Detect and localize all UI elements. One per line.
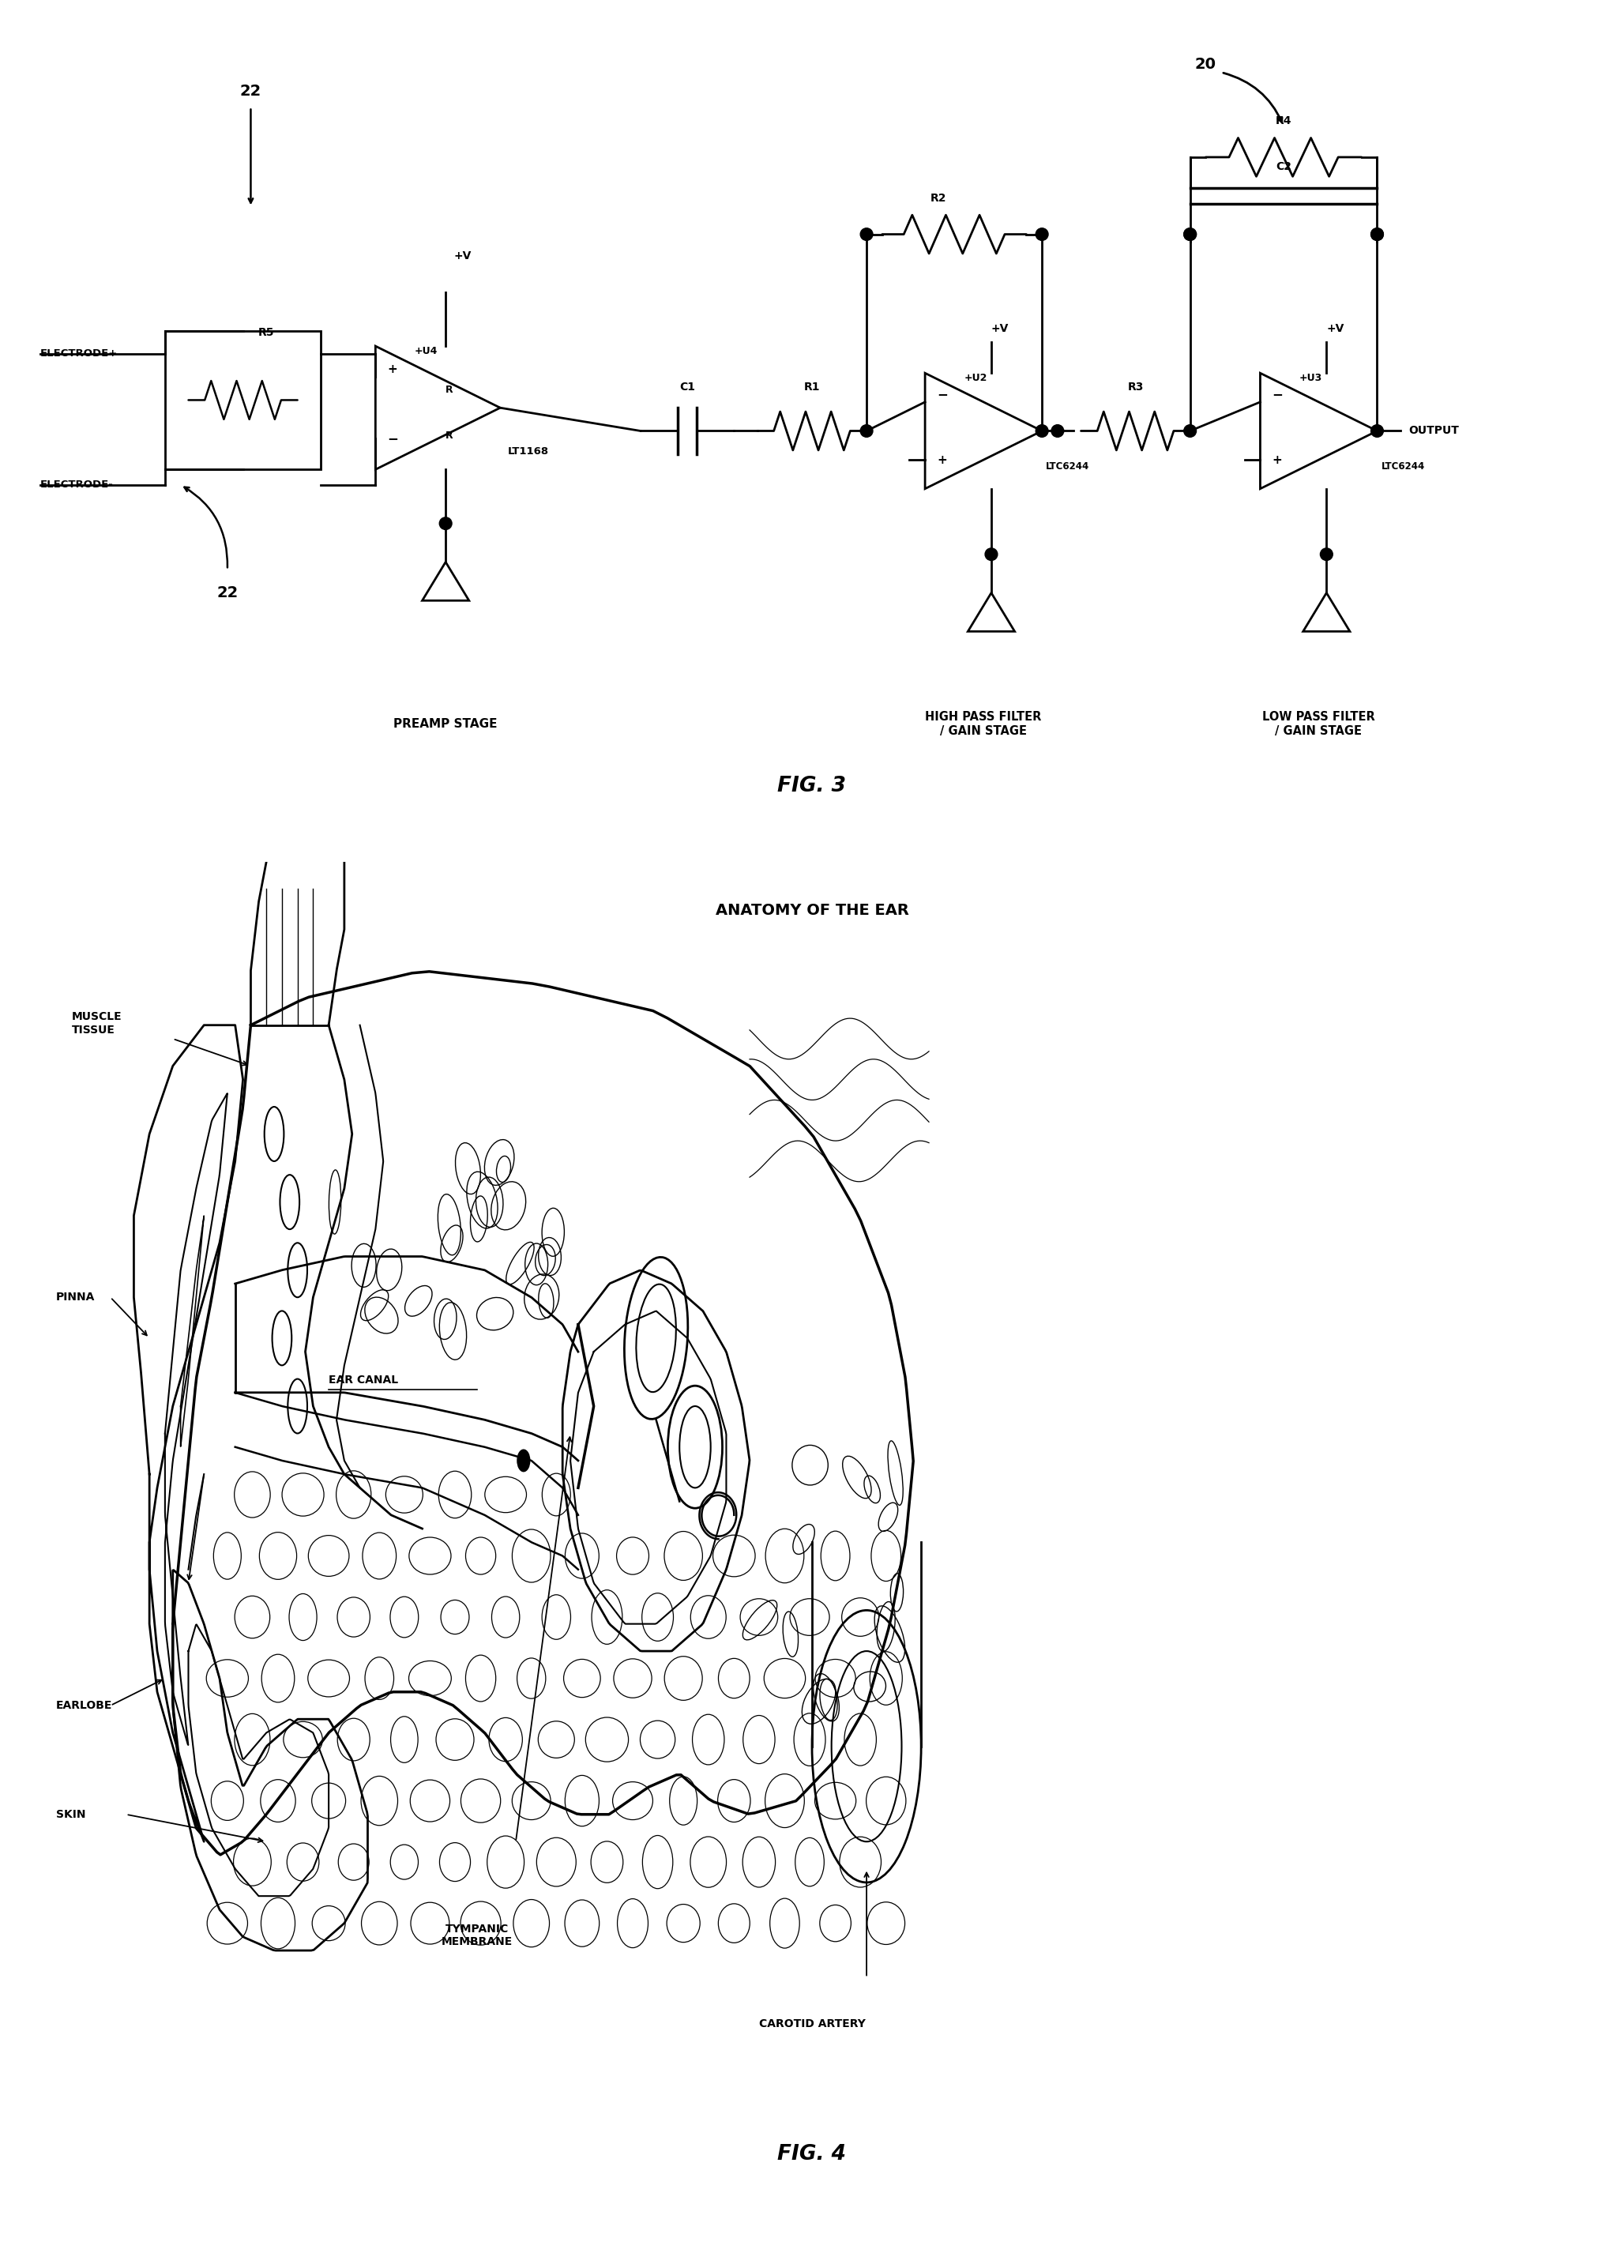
Text: R3: R3 [1127, 381, 1143, 392]
Circle shape [1371, 229, 1384, 240]
Circle shape [518, 1449, 529, 1472]
Circle shape [1051, 424, 1064, 438]
Circle shape [1184, 229, 1197, 240]
Circle shape [1184, 424, 1197, 438]
Circle shape [1036, 424, 1047, 438]
Text: CAROTID ARTERY: CAROTID ARTERY [758, 2019, 866, 2030]
Text: +U3: +U3 [1299, 372, 1322, 383]
Text: EAR CANAL: EAR CANAL [328, 1374, 398, 1386]
Text: LOW PASS FILTER
/ GAIN STAGE: LOW PASS FILTER / GAIN STAGE [1262, 712, 1376, 737]
Circle shape [1320, 549, 1333, 560]
Text: ELECTRODE+: ELECTRODE+ [41, 349, 119, 358]
Text: 22: 22 [240, 84, 261, 100]
Text: MUSCLE
TISSUE: MUSCLE TISSUE [71, 1012, 122, 1036]
Text: +V: +V [991, 324, 1009, 333]
Circle shape [986, 549, 997, 560]
Text: LT1168: LT1168 [508, 447, 549, 456]
Text: +: + [937, 454, 947, 465]
Text: OUTPUT: OUTPUT [1408, 426, 1458, 435]
Text: C1: C1 [679, 381, 695, 392]
Text: LTC6244: LTC6244 [1046, 463, 1090, 472]
Text: +U2: +U2 [965, 372, 987, 383]
Text: 20: 20 [1195, 57, 1216, 73]
Text: ANATOMY OF THE EAR: ANATOMY OF THE EAR [715, 903, 909, 919]
Text: PREAMP STAGE: PREAMP STAGE [393, 719, 497, 730]
Circle shape [1036, 229, 1047, 240]
Text: −: − [387, 431, 398, 445]
Circle shape [861, 424, 872, 438]
Text: +V: +V [1327, 324, 1345, 333]
Circle shape [1184, 229, 1197, 240]
Text: +: + [1272, 454, 1281, 465]
Text: 22: 22 [216, 585, 239, 601]
Text: −: − [1272, 388, 1283, 401]
Text: R4: R4 [1275, 116, 1291, 127]
Text: HIGH PASS FILTER
/ GAIN STAGE: HIGH PASS FILTER / GAIN STAGE [926, 712, 1041, 737]
Text: FIG. 4: FIG. 4 [778, 2143, 846, 2166]
Text: R: R [445, 386, 453, 395]
Text: +: + [387, 363, 398, 376]
Text: C2: C2 [1276, 161, 1291, 172]
Text: R: R [445, 431, 453, 440]
Text: FIG. 3: FIG. 3 [778, 776, 846, 796]
Text: R5: R5 [258, 327, 274, 338]
Text: R1: R1 [804, 381, 820, 392]
Text: TYMPANIC
MEMBRANE: TYMPANIC MEMBRANE [442, 1923, 513, 1948]
Text: R2: R2 [931, 193, 947, 204]
Text: EARLOBE: EARLOBE [55, 1701, 112, 1710]
Text: +V: +V [453, 249, 471, 261]
Circle shape [1371, 229, 1384, 240]
Text: −: − [937, 388, 948, 401]
Text: SKIN: SKIN [55, 1810, 86, 1819]
Text: +U4: +U4 [414, 347, 437, 356]
Bar [166, 331, 322, 469]
Circle shape [1371, 424, 1384, 438]
Text: LTC6244: LTC6244 [1380, 463, 1424, 472]
Text: PINNA: PINNA [55, 1293, 94, 1302]
Text: ELECTRODE-: ELECTRODE- [41, 481, 114, 490]
Circle shape [440, 517, 451, 531]
Circle shape [861, 229, 872, 240]
